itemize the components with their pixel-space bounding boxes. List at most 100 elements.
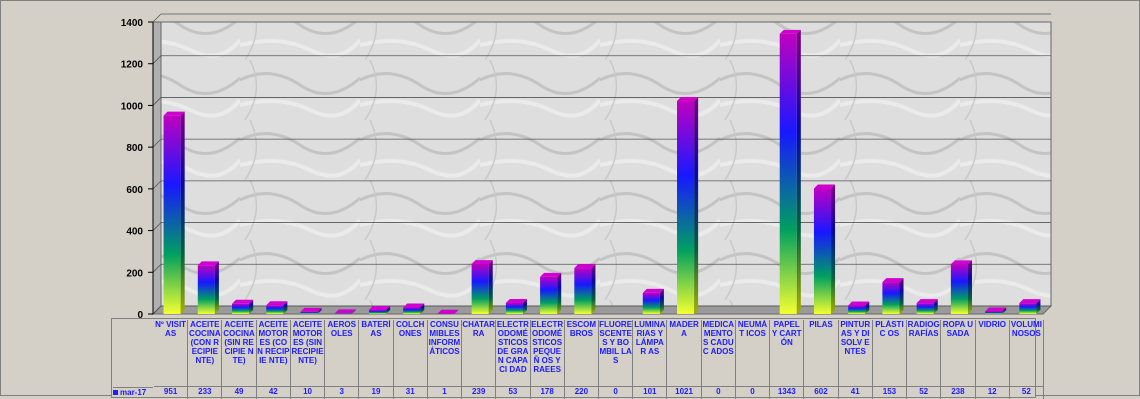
data-value: 178 [531,386,565,399]
bar-side [831,184,835,314]
bar-front [574,268,591,314]
data-value: 1 [428,386,462,399]
bar [574,264,595,314]
bar-front [1019,303,1036,314]
bar-side [557,273,561,314]
data-value: 10 [291,386,325,399]
bar-side [489,260,493,314]
category-label: ACEITE COCINA (CON RECIPIE NTE) [188,320,222,386]
y-tick-label: 1400 [121,18,144,29]
bar [198,261,219,314]
bar-front [951,264,968,314]
data-value: 52 [1010,386,1044,399]
data-value: 238 [941,386,975,399]
category-label: ROPA USADA [941,320,975,386]
category-label: NEUMÁT ICOS [736,320,770,386]
bar-front [164,116,181,314]
data-value: 19 [359,386,393,399]
bar [472,260,493,314]
category-label: LUMINA RIAS Y LÁMPAR AS [633,320,667,386]
category-label: ELECTR ODOMÉ STICOS DE GRAN CAPACI DAD [496,320,530,386]
bar-front [369,310,386,314]
bar-front [403,308,420,314]
bar-side [694,97,698,314]
data-value: 233 [188,386,222,399]
bar-side [591,264,595,314]
y-tick-label: 400 [126,227,143,238]
bar [300,308,321,314]
category-label: COLCH ONES [394,320,428,386]
category-label: ACEITE MOTOR ES (CON RECIPIE NTE) [257,320,291,386]
bar-front [300,312,317,314]
bar-side [660,289,664,314]
plot-floor [153,306,1051,314]
category-label: AEROS OLES [325,320,359,386]
y-tick-label: 1000 [121,101,144,112]
bar [232,300,253,314]
data-value: 1021 [667,386,701,399]
bar-front [677,101,694,314]
category-label: CONSU MIBLES INFORM ÁTICOS [428,320,462,386]
bar-side [968,260,972,314]
y-tick-label: 800 [126,143,143,154]
bar-front [848,305,865,314]
data-value: 0 [736,386,770,399]
bar-front [643,293,660,314]
data-value: 31 [394,386,428,399]
bar-front [232,304,249,314]
category-label: FLUORE SCENTE S Y BOMBIL LAS [599,320,633,386]
bar [643,289,664,314]
bar-front [917,303,934,314]
bar [780,30,801,314]
category-label: VIDRIO [976,320,1010,386]
bar [403,304,424,314]
bar [848,301,869,314]
gridline-diagonal [153,14,161,22]
bar-front [985,311,1002,314]
data-value: 602 [804,386,838,399]
data-value: 0 [702,386,736,399]
bar [1019,299,1040,314]
plot-wall [161,22,1051,306]
category-label: CHATAR RA [462,320,496,386]
data-value: 1343 [770,386,804,399]
bar [369,306,390,314]
y-tick-label: 1200 [121,60,144,71]
bar [917,299,938,314]
bar-front [335,313,352,314]
category-label: VOLUMI NOSOS [1010,320,1044,386]
bar-side [797,30,801,314]
data-value: 53 [496,386,530,399]
bar-front [472,264,489,314]
category-label: ACEITE COCINA (SIN RECIPIE NTE) [222,320,256,386]
bar-front [198,265,215,314]
category-label: PAPEL Y CARTÓN [770,320,804,386]
bar-front [780,34,797,314]
plot-side-wall [153,22,161,314]
bar-side [215,261,219,314]
data-value: 12 [976,386,1010,399]
data-value: 42 [257,386,291,399]
bar-front [506,303,523,314]
data-value: 3 [325,386,359,399]
bar [677,97,698,314]
bar [951,260,972,314]
data-value: 52 [907,386,941,399]
bar-side [900,278,904,314]
bar [164,112,185,314]
category-label: Nº VISITAS [154,320,188,386]
legend-swatch [113,390,118,395]
bar [882,278,903,314]
bar-front [266,305,283,314]
bar-front [882,282,899,314]
category-label: MADER A [667,320,701,386]
bar-side [181,112,185,314]
category-label: PLÁSTIC OS [873,320,907,386]
bar [506,299,527,314]
category-label: MEDICA MENTOS CADUC ADOS [702,320,736,386]
data-value: 220 [565,386,599,399]
data-value: 0 [599,386,633,399]
data-value: 239 [462,386,496,399]
